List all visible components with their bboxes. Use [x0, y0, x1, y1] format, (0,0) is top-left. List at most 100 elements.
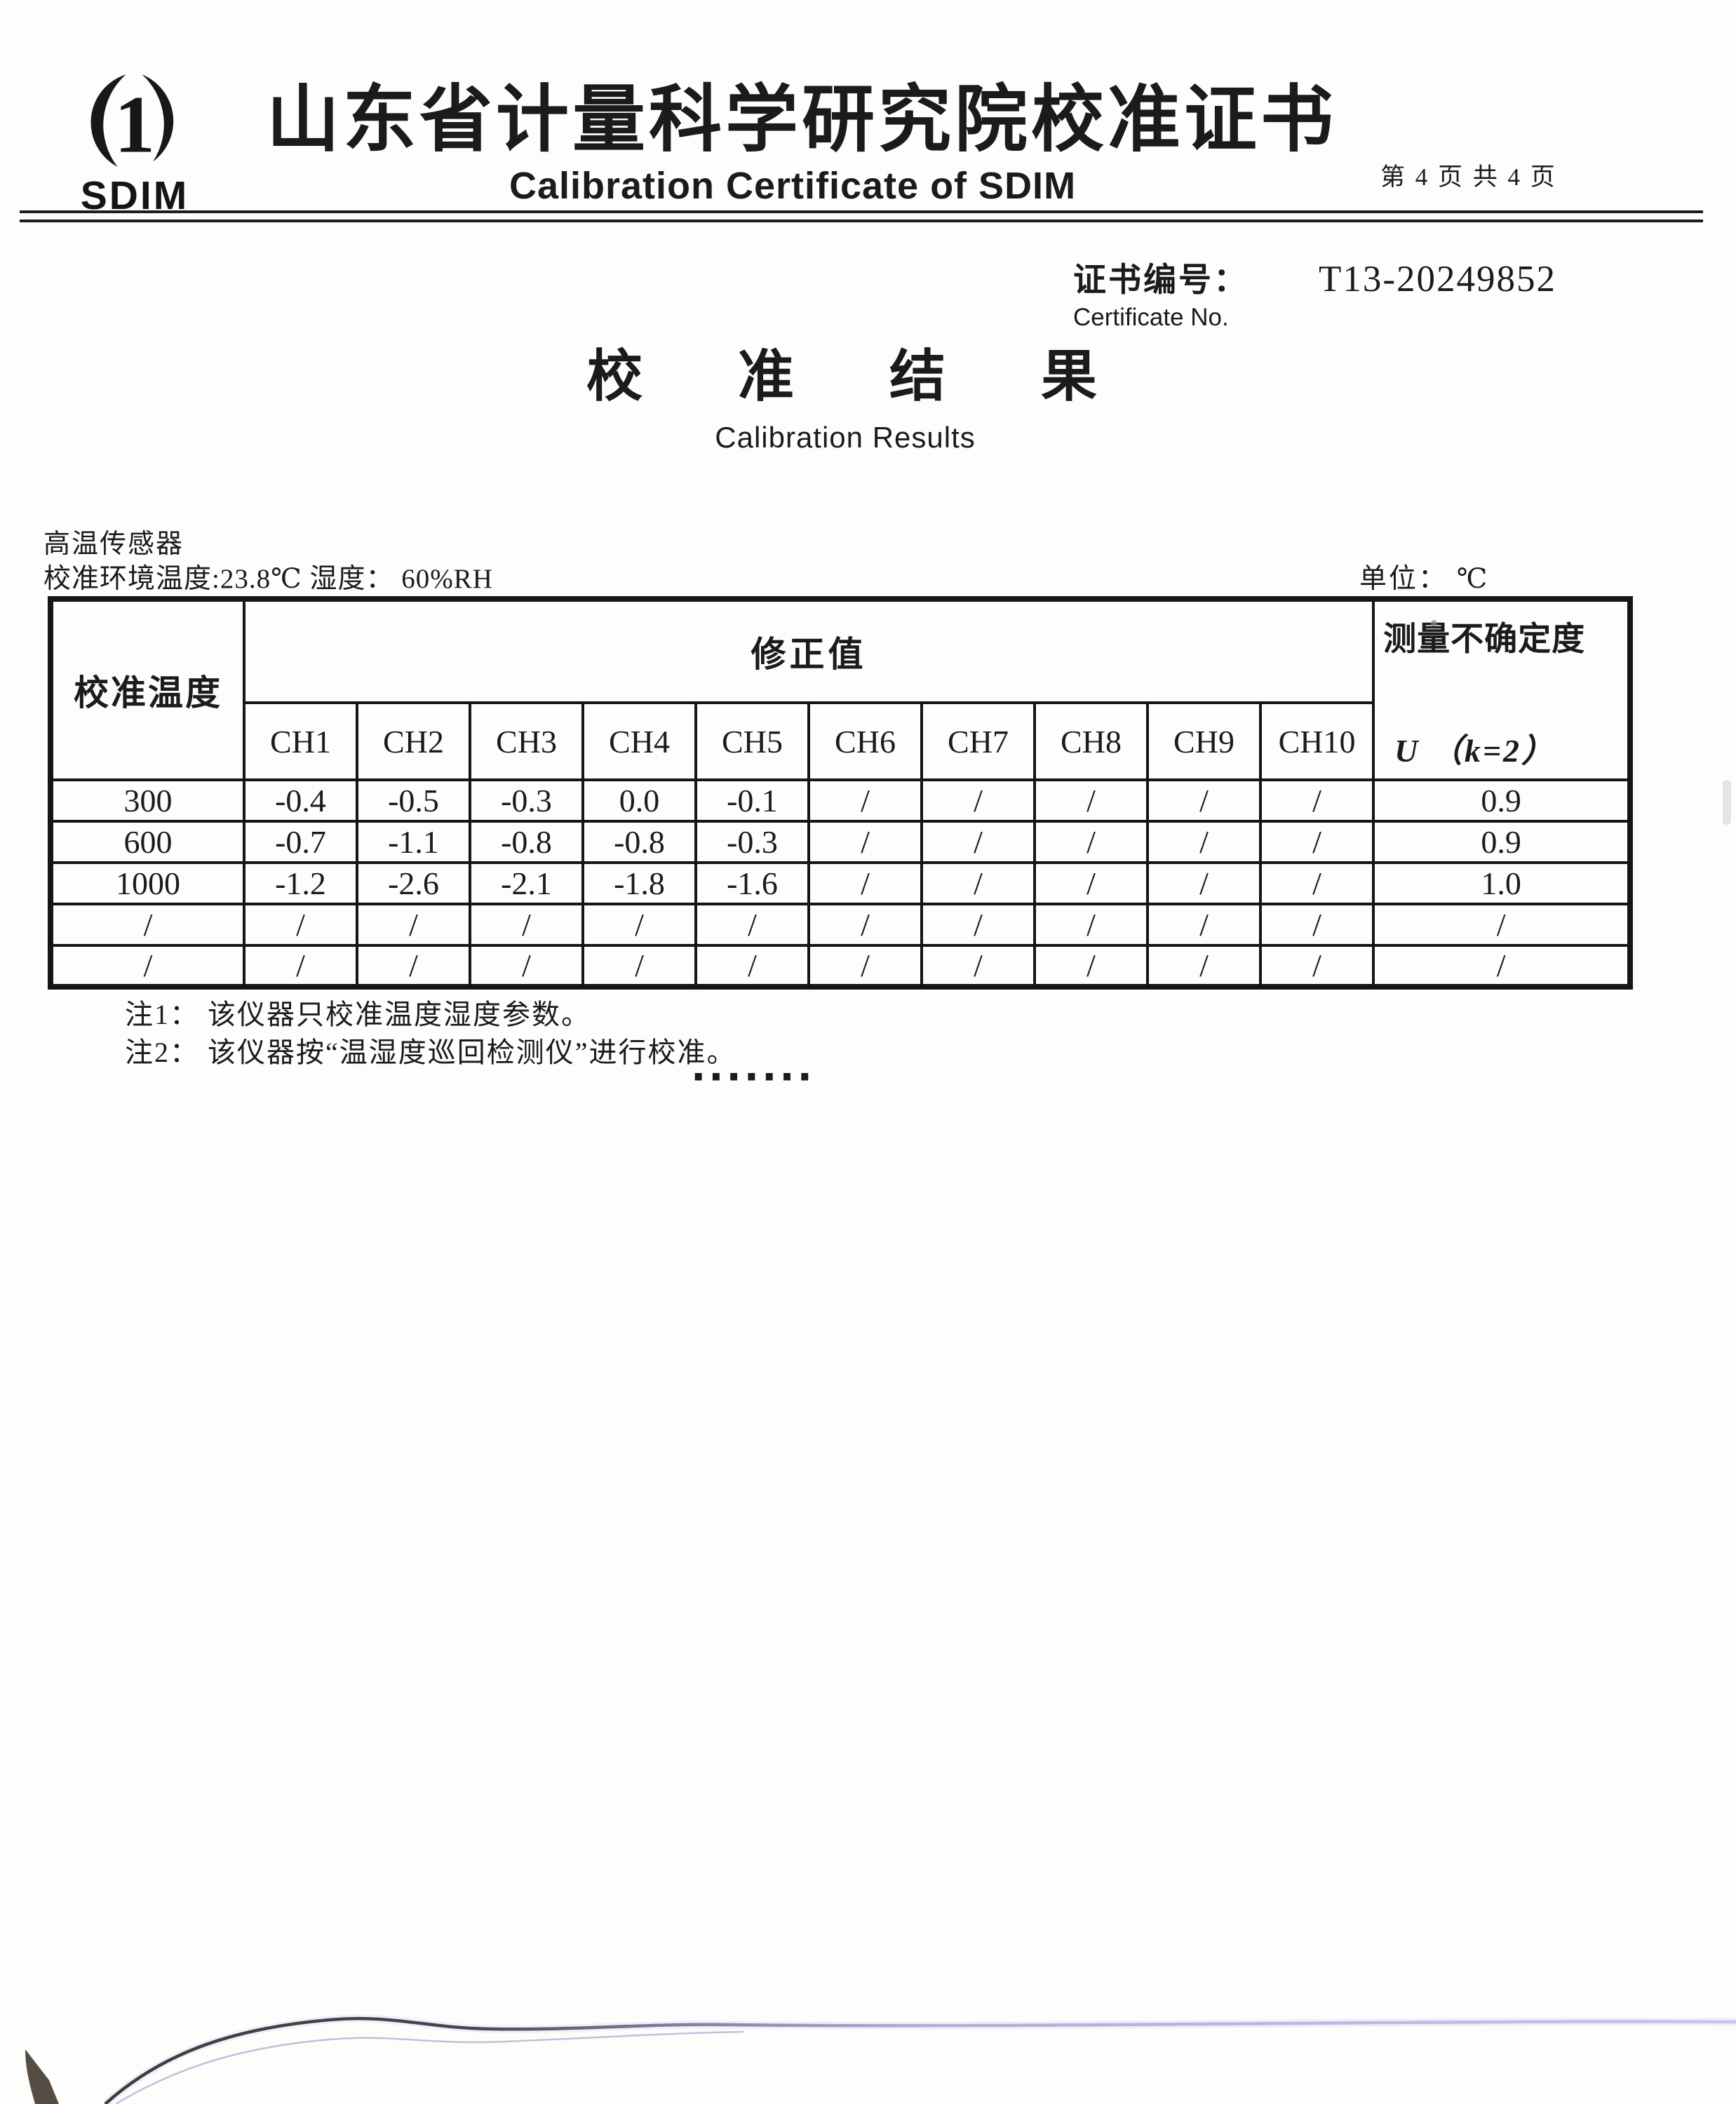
- certificate-number-value: T13-20249852: [1319, 259, 1557, 299]
- sdim-logo-icon: 1: [90, 74, 174, 170]
- cell-temp: 1000: [49, 861, 245, 905]
- cell-value: /: [920, 944, 1036, 988]
- cell-value: -0.1: [694, 778, 810, 823]
- col-header-ch1: CH1: [243, 701, 358, 781]
- table-row-blank-1: / / / / / / / / / / / /: [49, 903, 1632, 947]
- cell-value: /: [694, 903, 810, 947]
- col-header-calibration-temperature: 校准温度: [49, 598, 245, 781]
- note-1: 注1： 该仪器只校准温度湿度参数。: [125, 999, 591, 1030]
- results-title-block: 校 准 结 果 Calibration Results: [0, 331, 1690, 454]
- col-header-ch6: CH6: [807, 701, 923, 781]
- col-header-ch9: CH9: [1146, 701, 1262, 781]
- cell-temp: 300: [49, 778, 245, 823]
- col-header-ch5: CH5: [694, 701, 810, 781]
- table-header-row-channels: CH1 CH2 CH3 CH4 CH5 CH6 CH7 CH8 CH9 CH10: [51, 701, 1630, 781]
- cell-value: /: [1258, 903, 1375, 947]
- table-header-row-1: 校准温度 修正值 测量不确定度 U （k=2）: [49, 598, 1632, 781]
- results-title-cn: 校 准 结 果: [586, 346, 1104, 408]
- cell-uncertainty: 0.9: [1372, 778, 1632, 823]
- table-row-300: 300 -0.4 -0.5 -0.3 0.0 -0.1 / / / / / 0.…: [49, 778, 1632, 823]
- cell-temp: /: [49, 944, 245, 988]
- page-number-indicator: 第 4 页 共 4 页: [1380, 163, 1557, 191]
- cell-value: -0.3: [469, 778, 584, 823]
- col-header-uncertainty: 测量不确定度 U （k=2）: [1372, 598, 1632, 781]
- cell-value: /: [920, 778, 1036, 823]
- logo-right-crescent: [142, 74, 174, 162]
- cell-value: -1.2: [243, 861, 358, 905]
- cell-value: /: [1258, 778, 1375, 823]
- cell-uncertainty: /: [1372, 903, 1632, 947]
- cell-value: /: [356, 944, 471, 988]
- uncertainty-header-wrap: 测量不确定度 U （k=2）: [1375, 602, 1627, 778]
- uncertainty-header-title: 测量不确定度: [1383, 621, 1586, 658]
- col-header-ch4: CH4: [581, 701, 697, 781]
- note-2: 注2： 该仪器按“温湿度巡回检测仪”进行校准。: [125, 1037, 736, 1068]
- col-header-ch2: CH2: [356, 701, 471, 781]
- cell-value: /: [1146, 861, 1262, 905]
- scan-speck: [1431, 620, 1437, 626]
- cell-value: /: [581, 944, 697, 988]
- cell-value: /: [807, 861, 923, 905]
- cell-value: 0.0: [581, 778, 697, 823]
- cell-value: /: [1258, 820, 1375, 864]
- cell-temp: 600: [49, 820, 245, 864]
- environment-conditions: 校准环境温度:23.8℃ 湿度： 60%RH: [43, 564, 493, 594]
- cell-value: /: [1033, 903, 1149, 947]
- cell-value: -1.8: [581, 861, 697, 905]
- certificate-number-line: 证书编号： T13-20249852: [1073, 252, 1556, 301]
- cell-uncertainty: 0.9: [1372, 820, 1632, 864]
- cell-value: /: [920, 820, 1036, 864]
- cell-value: -0.4: [243, 778, 358, 823]
- table-row-1000: 1000 -1.2 -2.6 -2.1 -1.8 -1.6 / / / / / …: [49, 861, 1632, 905]
- device-name: 高温传感器: [43, 530, 184, 559]
- header-title-block: 山东省计量科学研究院校准证书 Calibration Certificate o…: [267, 79, 1338, 208]
- cell-value: -0.7: [243, 820, 358, 864]
- table-row-blank-2: / / / / / / / / / / / /: [49, 944, 1632, 988]
- calibration-results-table: 校准温度 修正值 测量不确定度 U （k=2） CH1 CH2 CH3 CH4 …: [48, 596, 1634, 990]
- page-edge-inner-line: [115, 2030, 744, 2104]
- sdim-logo: 1 SDIM: [65, 73, 205, 219]
- cell-value: -2.1: [469, 861, 584, 905]
- col-header-ch7: CH7: [920, 701, 1036, 781]
- cell-value: /: [1033, 861, 1149, 905]
- cell-value: -2.6: [356, 861, 471, 905]
- cell-value: /: [694, 944, 810, 988]
- cell-value: /: [807, 903, 923, 947]
- col-header-ch10: CH10: [1258, 701, 1375, 781]
- cell-value: -0.8: [469, 820, 584, 864]
- col-header-correction-value: 修正值: [242, 598, 1375, 704]
- cell-value: /: [243, 944, 358, 988]
- scan-page-edge-artifact: [25, 2014, 1736, 2104]
- certificate-title-en: Calibration Certificate of SDIM: [509, 164, 1077, 207]
- cell-value: /: [807, 820, 923, 864]
- cell-value: /: [1146, 778, 1262, 823]
- cell-value: -0.8: [581, 820, 697, 864]
- certificate-title-cn: 山东省计量科学研究院校准证书: [267, 80, 1338, 161]
- cell-value: /: [1033, 820, 1149, 864]
- uncertainty-k-expression: U （k=2）: [1394, 733, 1556, 769]
- cell-value: /: [581, 903, 697, 947]
- cell-value: /: [1146, 820, 1262, 864]
- cell-value: -0.3: [694, 820, 810, 864]
- cell-value: -1.6: [694, 861, 810, 905]
- cell-value: /: [807, 778, 923, 823]
- cell-uncertainty: /: [1372, 944, 1632, 988]
- cell-value: /: [356, 903, 471, 947]
- logo-digit: 1: [114, 80, 155, 170]
- cell-uncertainty: 1.0: [1372, 861, 1632, 905]
- page-edge-glow: [102, 2014, 1736, 2104]
- table-row-600: 600 -0.7 -1.1 -0.8 -0.8 -0.3 / / / / / 0…: [49, 820, 1632, 864]
- results-title-en: Calibration Results: [715, 421, 976, 454]
- logo-left-crescent: [90, 74, 126, 168]
- page-edge-line: [104, 2016, 1736, 2104]
- cell-value: -1.1: [356, 820, 471, 864]
- certificate-number-label-cn: 证书编号：: [1073, 262, 1249, 299]
- certificate-number-block: 证书编号： T13-20249852 Certificate No.: [1073, 252, 1556, 332]
- cell-value: /: [469, 944, 584, 988]
- cell-value: /: [920, 903, 1036, 947]
- cell-value: /: [807, 944, 923, 988]
- page-corner-wedge: [25, 2049, 59, 2104]
- cell-value: /: [1146, 944, 1262, 988]
- cell-value: /: [1258, 944, 1375, 988]
